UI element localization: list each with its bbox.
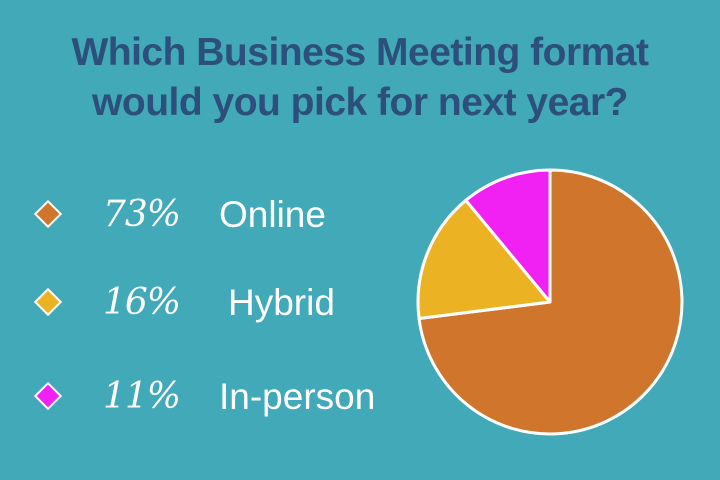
legend-value-online: 73% (103, 194, 181, 235)
legend-label-online: Online (219, 194, 326, 235)
legend-item-in-person: 11% In-person (0, 367, 400, 427)
legend-item-hybrid: 16% Hybrid (0, 273, 400, 333)
chart-title-line-1: Which Business Meeting format (71, 31, 649, 74)
chart-title: Which Business Meeting format would you … (0, 28, 720, 128)
legend: 73% Online 16% Hybrid 11% In-person (0, 185, 400, 427)
legend-item-online: 73% Online (0, 185, 400, 245)
pie-slices (416, 168, 684, 436)
legend-label-hybrid: Hybrid (228, 282, 335, 323)
pie-slice-in-person (464, 168, 552, 304)
legend-value-in-person: 11% (103, 376, 181, 417)
legend-value-hybrid: 16% (103, 282, 181, 323)
chart-title-line-2: would you pick for next year? (92, 81, 628, 124)
pie-slice-hybrid (416, 198, 552, 321)
legend-label-in-person: In-person (219, 376, 376, 417)
